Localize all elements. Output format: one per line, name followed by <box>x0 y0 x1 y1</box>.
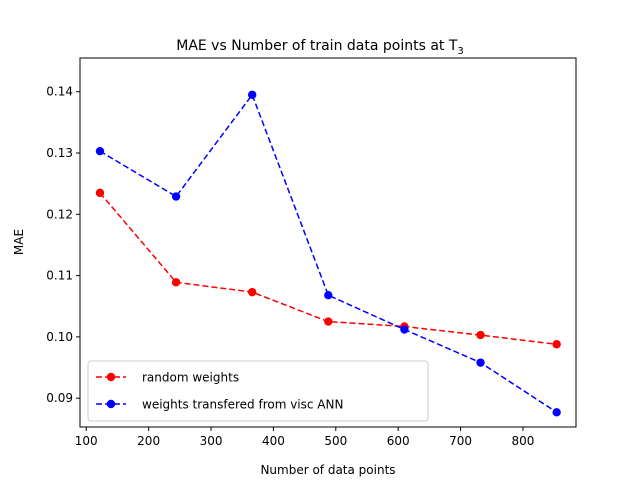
x-axis-label: Number of data points <box>260 463 395 477</box>
x-tick-label: 700 <box>449 434 472 448</box>
y-tick-label: 0.11 <box>46 269 73 283</box>
legend: random weights weights transfered from vi… <box>87 360 429 422</box>
series-1-point <box>171 192 181 201</box>
y-axis-label: MAE <box>12 229 26 255</box>
series-1-point <box>476 358 485 367</box>
series-0-point <box>95 188 105 198</box>
x-tick-label: 400 <box>262 434 285 448</box>
legend-marker-0 <box>106 372 116 382</box>
y-tick-label: 0.14 <box>46 85 73 99</box>
series-0-point <box>171 278 181 287</box>
series-1-point <box>247 90 257 99</box>
legend-marker-1 <box>106 399 116 409</box>
series-0-point <box>552 340 561 349</box>
x-axis: 100 200 300 400 500 600 700 800 <box>75 427 535 448</box>
x-tick-label: 100 <box>75 434 98 448</box>
series-1-point <box>95 146 105 156</box>
x-tick-label: 500 <box>324 434 347 448</box>
legend-label: weights transfered from visc ANN <box>142 398 343 412</box>
plot-frame <box>79 57 577 428</box>
series-0-point <box>247 287 257 297</box>
series-1-point <box>552 408 561 417</box>
series-0-point <box>324 317 333 326</box>
x-tick-label: 800 <box>512 434 535 448</box>
chart-title: MAE vs Number of train data points at T3 <box>176 38 464 57</box>
x-tick-label: 300 <box>200 434 223 448</box>
series-layer <box>95 90 561 417</box>
y-tick-label: 0.09 <box>46 391 73 405</box>
y-axis: 0.09 0.10 0.11 0.12 0.13 0.14 <box>46 85 80 405</box>
legend-box <box>87 360 429 422</box>
chart-title-subscript: 3 <box>457 46 463 57</box>
series-0-point <box>476 330 485 340</box>
y-tick-label: 0.13 <box>46 146 73 160</box>
legend-label: random weights <box>142 371 239 385</box>
series-1-point <box>400 325 409 334</box>
x-tick-label: 600 <box>387 434 410 448</box>
y-tick-label: 0.12 <box>46 207 73 221</box>
chart-title-text: MAE vs Number of train data points at T <box>176 38 458 54</box>
series-1-point <box>324 291 333 300</box>
x-tick-label: 200 <box>137 434 160 448</box>
y-tick-label: 0.10 <box>46 330 73 344</box>
